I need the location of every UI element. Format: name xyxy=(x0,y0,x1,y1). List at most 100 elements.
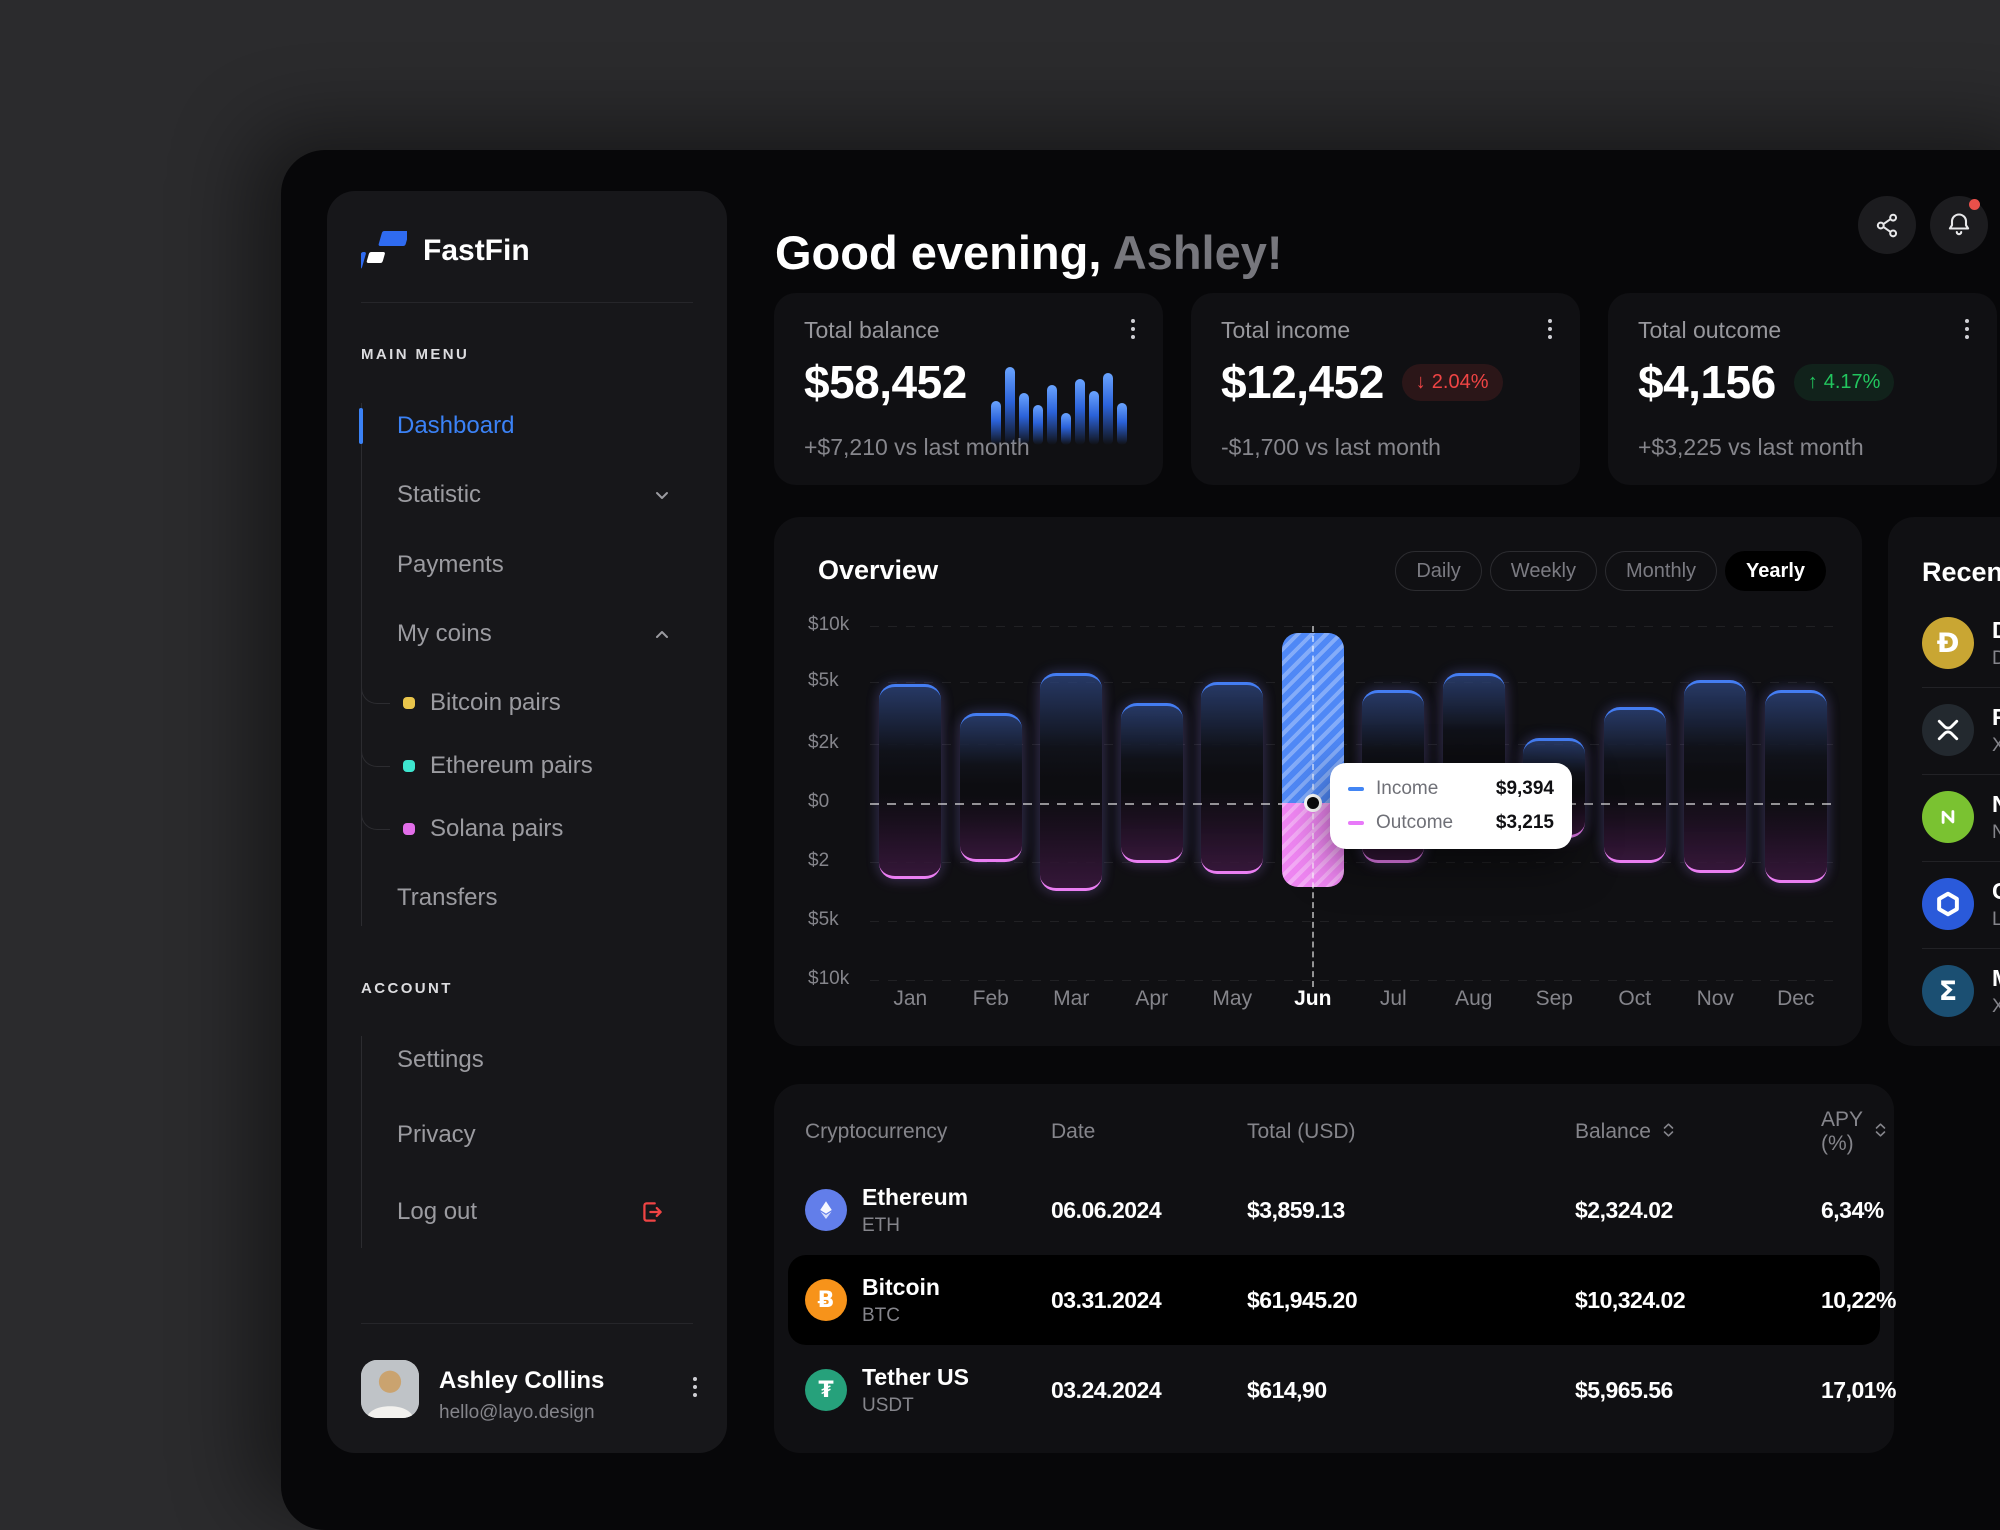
bar-jan[interactable] xyxy=(879,684,942,879)
sidebar-item-bitcoin-pairs[interactable]: Bitcoin pairs xyxy=(430,689,561,716)
crypto-cell: Ethereum ETH xyxy=(805,1184,1051,1237)
sidebar-item-statistic[interactable]: Statistic xyxy=(397,481,482,508)
logout-icon xyxy=(639,1199,665,1225)
balance-cell: $2,324.02 xyxy=(1575,1196,1673,1223)
gridline xyxy=(870,744,1836,745)
sort-icon[interactable] xyxy=(1661,1120,1676,1144)
x-axis-label-feb: Feb xyxy=(972,987,1009,1010)
recent-item-monero[interactable]: Σ Monero XMR xyxy=(1922,948,2000,1034)
tab-monthly[interactable]: Monthly xyxy=(1605,551,1718,591)
fastfin-logo-icon xyxy=(361,231,407,269)
user-email: hello@layo.design xyxy=(439,1402,595,1423)
column-label: APY (%) xyxy=(1821,1108,1863,1155)
brand-name: FastFin xyxy=(423,234,530,267)
x-axis-label-aug: Aug xyxy=(1455,987,1493,1010)
column-header-balance[interactable]: Balance xyxy=(1575,1120,1821,1144)
dogecoin-icon: Đ xyxy=(1922,617,1974,669)
card-menu-button[interactable] xyxy=(1548,319,1552,339)
sidebar-item-solana-pairs[interactable]: Solana pairs xyxy=(430,815,564,842)
sidebar-item-ethereum-pairs[interactable]: Ethereum pairs xyxy=(430,752,593,779)
recent-item-ripple[interactable]: Ripple XRP xyxy=(1922,687,2000,773)
element: Bitcoin BTC xyxy=(862,1274,940,1327)
recent-item-dogecoin[interactable]: Đ Dogecoin DOGE xyxy=(1922,600,2000,686)
period-tabs: Daily Weekly Monthly Yearly xyxy=(1395,551,1826,591)
gridline xyxy=(870,626,1836,627)
share-icon xyxy=(1876,213,1897,237)
element: Dogecoin DOGE xyxy=(1992,617,2000,670)
share-button[interactable] xyxy=(1858,196,1916,254)
coin-name: Monero xyxy=(1992,965,2000,992)
outcome-legend-dash xyxy=(1348,821,1364,825)
page-title: Good evening, Ashley! xyxy=(775,225,1283,280)
total-income-card: Total income $12,452 ↓ 2.04% -$1,700 vs l… xyxy=(1191,293,1580,485)
menu-tree-connector xyxy=(361,675,390,704)
x-axis-label-nov: Nov xyxy=(1696,987,1734,1010)
arrow-up-icon: ↑ xyxy=(1807,370,1818,393)
sidebar: FastFin MAIN MENU Dashboard Statistic Paym… xyxy=(327,191,727,1453)
sidebar-item-payments[interactable]: Payments xyxy=(397,551,504,578)
sidebar-item-dashboard[interactable]: Dashboard xyxy=(397,412,515,439)
balance-cell: $5,965.56 xyxy=(1575,1376,1673,1403)
bar-may[interactable] xyxy=(1201,682,1264,875)
spark-bar xyxy=(1019,393,1029,445)
avatar[interactable] xyxy=(361,1360,419,1418)
sidebar-item-log-out[interactable]: Log out xyxy=(397,1198,478,1225)
spark-bar xyxy=(991,401,1001,445)
card-menu-button[interactable] xyxy=(1965,319,1969,339)
tab-weekly[interactable]: Weekly xyxy=(1489,551,1598,591)
x-axis-label-jul: Jul xyxy=(1379,987,1407,1010)
notifications-button[interactable] xyxy=(1930,196,1988,254)
sidebar-item-settings[interactable]: Settings xyxy=(397,1046,484,1073)
recent-item-chainlink[interactable]: Chainlink LINK xyxy=(1922,861,2000,947)
active-item-indicator xyxy=(359,408,363,444)
tab-daily[interactable]: Daily xyxy=(1395,551,1482,591)
sidebar-item-transfers[interactable]: Transfers xyxy=(397,884,498,911)
coin-ticker: USDT xyxy=(862,1394,914,1416)
profile-menu-button[interactable] xyxy=(693,1377,697,1397)
section-label-account: ACCOUNT xyxy=(361,980,453,997)
overview-title: Overview xyxy=(818,555,939,585)
table-row-ethereum[interactable]: Ethereum ETH 06.06.2024 $3,859.13 $2,324.02 6… xyxy=(788,1165,1884,1255)
sort-icon[interactable] xyxy=(1873,1120,1888,1144)
bar-nov[interactable] xyxy=(1684,679,1747,874)
bitcoin-icon: Ƀ xyxy=(805,1279,847,1321)
x-axis-label-apr: Apr xyxy=(1135,987,1169,1010)
section-label-main-menu: MAIN MENU xyxy=(361,346,470,363)
bell-icon xyxy=(1948,213,1970,236)
spark-bar xyxy=(1033,405,1043,445)
bar-oct[interactable] xyxy=(1603,706,1666,864)
bar-feb[interactable] xyxy=(959,713,1022,862)
card-menu-button[interactable] xyxy=(1131,319,1135,339)
table-row-bitcoin[interactable]: Ƀ Bitcoin BTC 03.31.2024 $61,945.20 $10,324.0… xyxy=(788,1255,1897,1345)
gridline xyxy=(870,980,1836,981)
sidebar-item-my-coins[interactable]: My coins xyxy=(397,620,492,647)
bar-dec[interactable] xyxy=(1764,690,1827,883)
income-value: $12,452 xyxy=(1221,356,1384,408)
tab-yearly[interactable]: Yearly xyxy=(1725,551,1826,591)
chevron-up-icon[interactable] xyxy=(649,621,675,647)
y-axis-label: $5k xyxy=(808,909,839,930)
spark-bar xyxy=(1005,367,1015,445)
total-outcome-card: Total outcome $4,156 ↑ 4.17% +$3,225 vs l… xyxy=(1608,293,1997,485)
sidebar-item-privacy[interactable]: Privacy xyxy=(397,1121,476,1148)
x-axis-label-may: May xyxy=(1212,987,1253,1010)
menu-guide-line xyxy=(361,403,362,926)
income-delta: -$1,700 vs last month xyxy=(1221,434,1441,460)
chevron-down-icon[interactable] xyxy=(649,482,675,508)
income-legend-dash xyxy=(1348,787,1364,791)
chart-tooltip: Income $9,394 Outcome $3,215 xyxy=(1330,763,1572,849)
bar-apr[interactable] xyxy=(1120,702,1183,864)
spark-bar xyxy=(1075,379,1085,445)
recent-item-nuls[interactable]: NULS NULS xyxy=(1922,774,2000,860)
date-cell: 06.06.2024 xyxy=(1051,1196,1162,1223)
bar-mar[interactable] xyxy=(1040,673,1103,891)
total-cell: $61,945.20 xyxy=(1247,1286,1358,1313)
outcome-change-badge: ↑ 4.17% xyxy=(1793,363,1895,401)
column-header-apy[interactable]: APY (%) xyxy=(1821,1108,1888,1156)
coin-ticker: LINK xyxy=(1992,908,2000,930)
table-row-tether-us[interactable]: ₮ Tether US USDT 03.24.2024 $614,90 $5,965.56… xyxy=(788,1345,1897,1435)
coin-ticker: XRP xyxy=(1992,734,2000,756)
element: Tether US USDT xyxy=(862,1364,969,1417)
element: Chainlink LINK xyxy=(1992,878,2000,931)
apy-cell: 6,34% xyxy=(1821,1196,1884,1223)
